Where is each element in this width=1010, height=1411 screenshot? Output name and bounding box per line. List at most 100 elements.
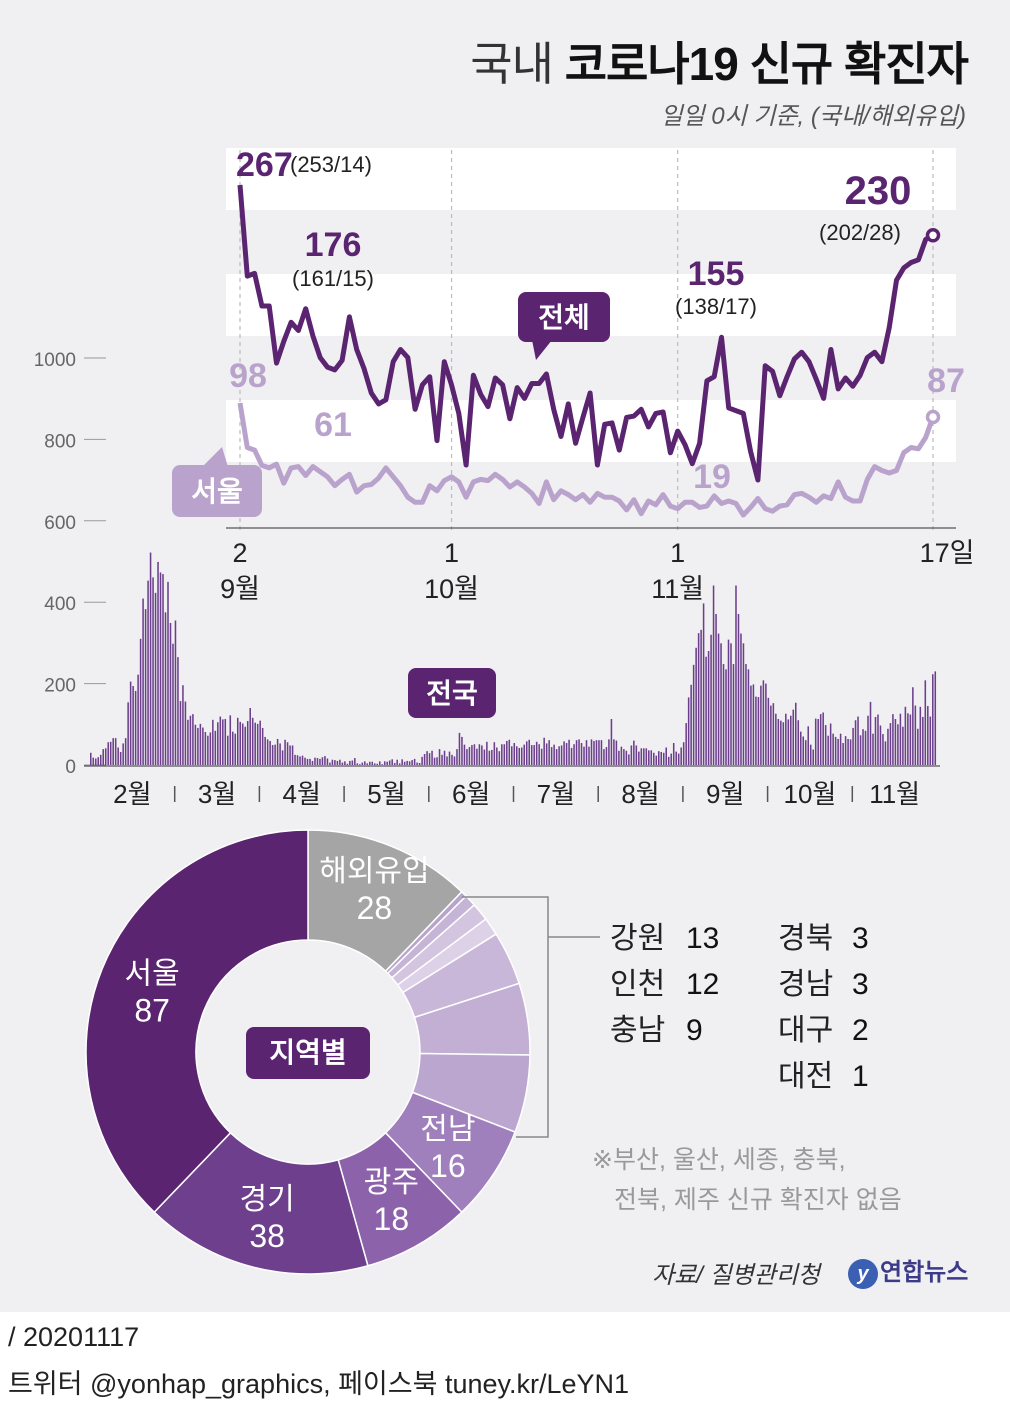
bar [867,715,869,765]
bar [503,744,506,765]
title-light: 국내 [470,38,565,90]
bar [501,744,503,765]
bar [785,713,787,765]
total-value-label: 267 [236,146,293,184]
bar [712,585,715,765]
bar [376,763,379,765]
bar [481,745,483,765]
bar [197,727,199,765]
donut-slice-value: 87 [134,992,170,1028]
line-x-tick-month: 9월 [220,574,260,604]
bar [453,756,456,765]
bar [451,754,453,765]
bar-y-tick-label: 400 [44,594,76,615]
bar [498,751,501,765]
bar [132,686,134,765]
bar [279,743,281,765]
bar [775,713,777,765]
bar [127,702,129,765]
bar [780,720,782,765]
bar [349,760,351,765]
bar [907,713,909,765]
legend-region-value: 9 [686,1014,703,1047]
bar [281,750,284,765]
legend-region-value: 12 [686,968,719,1001]
bar [628,754,630,765]
bar [824,725,827,765]
bar [528,739,530,765]
bar [269,740,271,765]
bar [657,751,660,765]
bar [568,739,570,765]
total-breakdown-label: (138/17) [675,294,757,319]
bar [471,745,473,765]
bar [518,747,521,765]
bar [324,756,326,765]
bar [182,685,184,765]
bar-y-tick-label: 1000 [34,350,76,371]
bar [730,643,732,765]
bar [685,723,687,765]
bar [630,745,633,765]
badge-seoul-text: 서울 [191,476,243,507]
badge-total-text: 전체 [538,302,590,333]
bar [431,750,433,765]
bar-y-tick-label: 800 [44,431,76,452]
bar [373,763,376,765]
bar [884,741,887,765]
bar [755,696,757,765]
bar [139,638,142,765]
bar [304,757,306,765]
legend-region-value: 1 [852,1060,869,1093]
bar-month-label: 9월 [706,779,744,809]
line-chart-labels: 267(253/14) 176(161/15) 155(138/17) 230 (202… [229,146,965,496]
bar [194,724,197,765]
donut-slice-label: 광주 [364,1166,419,1199]
donut-slice-value: 16 [430,1148,466,1184]
bar [491,749,493,765]
bar [219,716,222,765]
bar [239,721,242,765]
bar [117,747,119,765]
bar [553,744,555,765]
bar [670,753,672,765]
bar [217,722,219,765]
bar [717,633,720,765]
bar [740,633,742,765]
bar [822,712,824,765]
bar [520,747,523,765]
donut-slice [85,829,309,1214]
bar [448,751,451,765]
bar [874,716,877,765]
bar [720,643,722,765]
total-value-label: 176 [305,226,362,264]
bar [157,561,159,765]
bar [600,740,603,765]
bar [593,740,595,765]
legend-region-value: 13 [686,922,719,955]
bar [710,634,712,765]
bar [533,745,535,765]
bar [762,680,765,765]
bar [877,714,879,765]
bar [887,728,889,765]
bar [264,736,266,765]
bar [381,764,384,765]
series-line-total [237,184,935,483]
bar [790,715,792,765]
bar [550,747,553,765]
bar [294,754,296,765]
total-breakdown-label: (161/15) [292,266,374,291]
total-breakdown-label: (202/28) [819,220,901,245]
bar [682,742,685,765]
line-chart-lines [237,184,941,518]
bar [610,719,613,765]
badge-national-text: 전국 [426,678,478,709]
bar [147,580,149,765]
bar [274,744,276,765]
bar [177,657,179,765]
bar [214,730,217,765]
bar-month-label: 10월 [784,779,837,809]
bar [366,763,369,765]
